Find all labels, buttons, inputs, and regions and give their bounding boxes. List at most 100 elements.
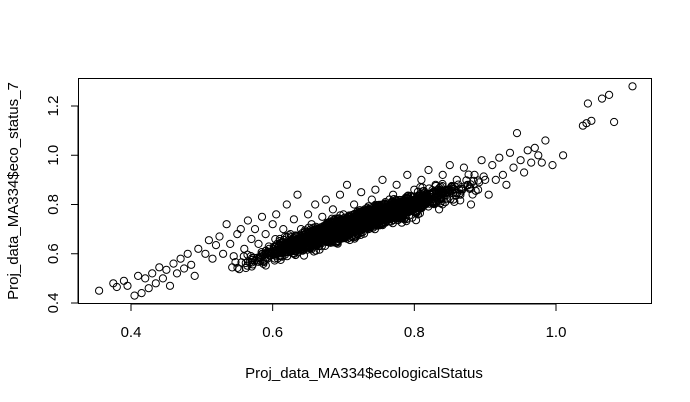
data-point [438, 170, 447, 179]
data-point [445, 161, 454, 170]
data-point [458, 185, 467, 194]
data-point [176, 254, 185, 263]
data-point [366, 218, 375, 227]
data-point [264, 242, 273, 251]
data-point [299, 251, 309, 260]
data-point [233, 230, 242, 239]
data-point [350, 234, 359, 243]
data-point [328, 231, 337, 240]
data-point [434, 189, 443, 198]
data-point [512, 129, 522, 138]
data-point [306, 233, 315, 243]
data-point [292, 239, 301, 248]
data-point [495, 153, 504, 162]
data-point [443, 194, 452, 203]
data-point [293, 190, 302, 199]
data-point [520, 168, 529, 177]
data-point [148, 269, 157, 278]
data-point [502, 180, 511, 189]
data-point [419, 201, 429, 210]
data-point [407, 192, 416, 201]
data-point [237, 258, 246, 267]
data-point [257, 212, 267, 221]
data-point [438, 179, 447, 189]
data-point [359, 223, 368, 232]
data-point [357, 188, 366, 197]
data-point [350, 200, 359, 209]
data-point [371, 185, 380, 194]
data-point [378, 175, 387, 184]
data-point [403, 170, 412, 179]
data-point [335, 227, 344, 236]
data-point [130, 291, 139, 300]
data-point [219, 249, 228, 258]
data-point [399, 205, 408, 214]
x-axis-ticks: 0.4 0.6 0.8 1.0 [121, 304, 566, 341]
data-point [464, 170, 473, 179]
data-point [226, 239, 235, 248]
data-point [342, 180, 352, 189]
data-point [455, 185, 464, 194]
data-point [428, 199, 437, 208]
data-point [275, 237, 284, 246]
data-point [459, 163, 468, 172]
data-point [475, 178, 484, 187]
data-point [377, 215, 386, 225]
data-point [222, 220, 231, 229]
y-tick-label: 1.2 [45, 96, 62, 117]
data-point [372, 221, 382, 230]
data-point [394, 207, 403, 216]
data-point [393, 211, 402, 220]
data-point [137, 289, 146, 298]
data-point [165, 281, 175, 290]
data-point [345, 220, 354, 229]
data-point [281, 244, 290, 253]
data-point [144, 284, 153, 293]
data-point [95, 286, 104, 295]
data-point [279, 225, 288, 234]
data-point [527, 158, 536, 167]
data-point [366, 212, 375, 221]
data-point [474, 176, 483, 185]
data-point [372, 213, 381, 222]
data-point [318, 212, 327, 221]
data-point [451, 191, 460, 200]
data-point [261, 230, 270, 239]
data-point [247, 234, 256, 244]
data-point [395, 195, 404, 205]
data-point [247, 262, 256, 271]
y-tick-label: 1.0 [45, 145, 62, 166]
data-point [534, 151, 543, 160]
data-point [337, 230, 347, 239]
data-point [289, 215, 298, 224]
data-point [509, 163, 518, 172]
x-tick-label: 0.6 [262, 324, 283, 341]
data-point [414, 199, 423, 208]
y-tick-label: 0.8 [45, 194, 62, 215]
data-point [296, 230, 305, 239]
data-point [158, 274, 167, 283]
data-point [112, 282, 121, 292]
data-point [236, 225, 245, 234]
data-point [123, 281, 132, 290]
data-point [268, 249, 277, 258]
data-point [346, 225, 355, 235]
y-tick-label: 0.6 [45, 243, 62, 264]
data-point [183, 249, 192, 258]
data-point [537, 158, 546, 167]
data-point [491, 175, 500, 184]
data-point [311, 200, 320, 209]
data-point [134, 271, 143, 280]
data-point [470, 170, 479, 179]
data-point [418, 183, 427, 192]
data-point [215, 232, 224, 241]
x-axis-title: Proj_data_MA334$ecologicalStatus [245, 365, 483, 382]
data-point [321, 225, 330, 234]
data-point [523, 146, 532, 155]
data-point [204, 236, 213, 245]
data-point [233, 263, 242, 272]
data-point [304, 210, 313, 219]
data-point [505, 148, 515, 157]
data-point [282, 245, 291, 254]
data-point [250, 225, 260, 234]
